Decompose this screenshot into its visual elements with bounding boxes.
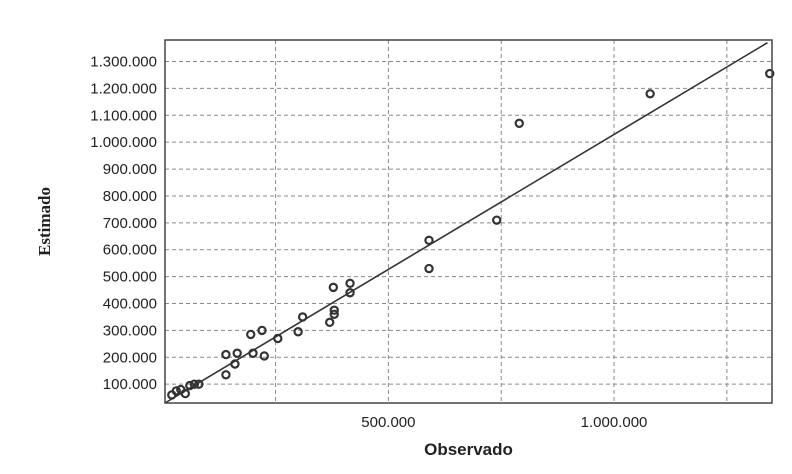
x-axis-title: Observado [424, 440, 513, 459]
y-tick-label: 700.000 [103, 215, 157, 232]
data-point [297, 312, 308, 322]
y-axis-title: Estimado [35, 187, 54, 256]
y-tick-label: 800.000 [103, 188, 157, 205]
data-point [194, 379, 204, 389]
data-point [328, 282, 339, 293]
y-tick-label: 200.000 [103, 349, 157, 366]
data-point [185, 380, 195, 391]
plot-frame [164, 39, 773, 404]
data-point [273, 333, 283, 344]
y-tick-label: 500.000 [103, 269, 157, 286]
data-point [259, 351, 269, 361]
data-point [329, 305, 339, 315]
data-point [189, 379, 200, 389]
x-tick-labels: 500.000 1.000.000 [361, 414, 647, 431]
data-point [246, 329, 256, 340]
data-point [171, 386, 181, 396]
data-point [230, 359, 240, 369]
y-tick-labels: 100.000 200.000 300.000 400.000 500.000 600.0… [90, 54, 157, 394]
grid-lines [165, 40, 772, 403]
data-point [424, 235, 434, 246]
y-tick-label: 600.000 [103, 242, 157, 259]
y-tick-label: 300.000 [103, 322, 157, 339]
data-point [345, 278, 355, 289]
fit-line [164, 42, 768, 404]
data-point [492, 215, 502, 225]
data-point [257, 325, 267, 336]
data-point [345, 288, 355, 298]
data-point [293, 327, 303, 337]
y-tick-label: 1.200.000 [90, 80, 157, 97]
y-tick-label: 900.000 [103, 161, 157, 178]
y-tick-label: 1.000.000 [90, 134, 157, 151]
data-point [325, 317, 335, 328]
x-tick-label: 1.000.000 [581, 414, 648, 431]
y-tick-label: 100.000 [103, 376, 157, 393]
data-point [645, 89, 655, 99]
x-tick-label: 500.000 [361, 414, 415, 431]
data-point [329, 309, 339, 319]
y-tick-label: 1.300.000 [90, 54, 157, 71]
y-tick-label: 1.100.000 [90, 107, 157, 124]
y-tick-label: 400.000 [103, 296, 157, 313]
data-point [221, 349, 231, 360]
data-point [221, 370, 231, 380]
data-points [167, 68, 775, 400]
data-point [765, 68, 775, 79]
data-point [180, 388, 191, 399]
data-point [424, 263, 434, 274]
data-point [248, 348, 258, 358]
data-point [232, 348, 242, 358]
data-point [514, 118, 524, 129]
